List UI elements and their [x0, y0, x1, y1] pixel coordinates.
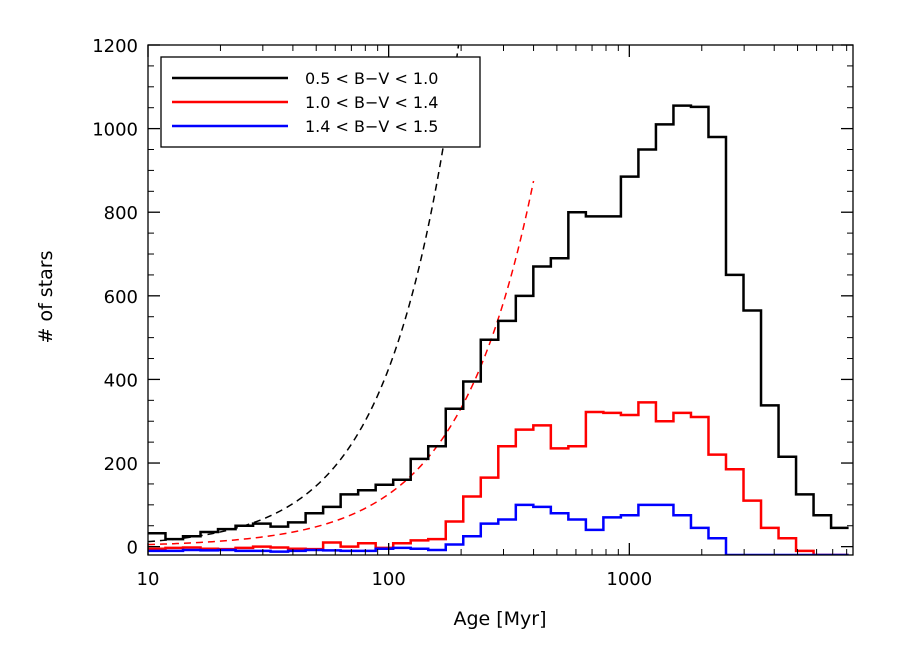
fit-curve-1: [148, 45, 460, 543]
x-tick-label: 10: [137, 569, 160, 590]
y-tick-label: 200: [104, 454, 138, 475]
plot-inner: [148, 45, 849, 555]
histogram-series-3: [148, 503, 849, 555]
plot-frame: [147, 44, 854, 556]
histogram-line: [148, 503, 849, 555]
histogram-line: [148, 401, 849, 555]
histogram-line: [148, 104, 849, 541]
y-tick-label: 1000: [92, 120, 138, 141]
legend: 0.5 < B−V < 1.0 1.0 < B−V < 1.4 1.4 < B−V …: [160, 56, 481, 148]
legend-label: 1.0 < B−V < 1.4: [305, 93, 438, 112]
y-tick-label: 600: [104, 287, 138, 308]
y-tick-label: 800: [104, 203, 138, 224]
y-tick-label: 1200: [92, 36, 138, 57]
x-tick-label: 1000: [606, 569, 652, 590]
x-tick-label: 100: [371, 569, 405, 590]
y-tick-label: 0: [127, 538, 138, 559]
x-axis-label: Age [Myr]: [453, 608, 546, 630]
legend-label: 0.5 < B−V < 1.0: [305, 69, 438, 88]
y-axis-label: # of stars: [35, 250, 57, 343]
plot-area: [148, 45, 849, 555]
y-tick-label: 400: [104, 370, 138, 391]
histogram-series-1: [148, 104, 849, 541]
axes: 0 200 400 600 800 1000 1200 10 100 1000: [92, 36, 854, 590]
legend-label: 1.4 < B−V < 1.5: [305, 117, 438, 136]
fit-curve-2: [148, 180, 535, 546]
histogram-series-2: [148, 401, 849, 555]
